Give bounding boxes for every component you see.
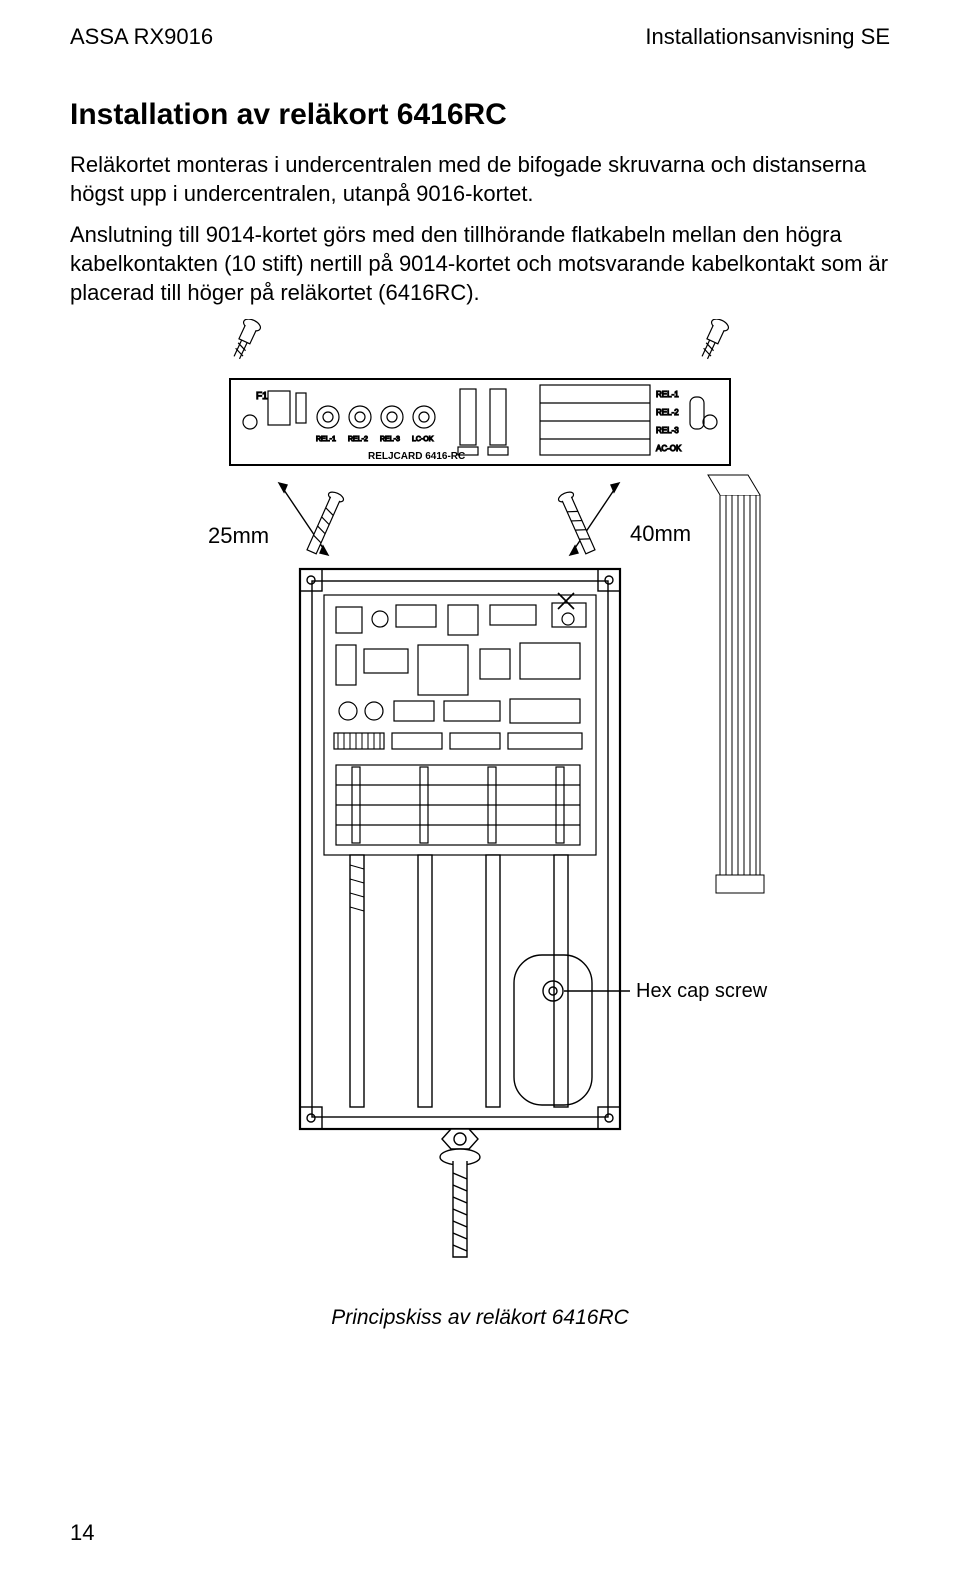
paragraph-1: Reläkortet monteras i undercentralen med…	[70, 150, 890, 208]
paragraph-2: Anslutning till 9014-kortet görs med den…	[70, 220, 890, 307]
relay-card-diagram: F1 REL-1 REL-2 REL-3 LC-OK	[160, 319, 800, 1284]
svg-text:REL-3: REL-3	[380, 436, 400, 443]
figure-caption: Principskiss av reläkort 6416RC	[331, 1306, 629, 1330]
svg-text:REL-2: REL-2	[348, 436, 368, 443]
figure-container: F1 REL-1 REL-2 REL-3 LC-OK	[70, 319, 890, 1330]
relay-label-4: AC-OK	[656, 444, 682, 453]
dimension-right-label: 40mm	[630, 521, 691, 546]
header-right: Installationsanvisning SE	[645, 24, 890, 50]
relay-label-1: REL-1	[656, 390, 679, 399]
relay-label-2: REL-2	[656, 408, 679, 417]
section-title: Installation av reläkort 6416RC	[70, 98, 890, 132]
hex-screw-callout: Hex cap screw	[636, 980, 768, 1002]
header-left: ASSA RX9016	[70, 24, 213, 50]
svg-text:REL-1: REL-1	[316, 436, 336, 443]
board-silkscreen: RELJCARD 6416-RC	[368, 451, 465, 462]
dimension-left-label: 25mm	[208, 523, 269, 548]
pcb-label-f1: F1	[256, 391, 268, 402]
page: ASSA RX9016 Installationsanvisning SE In…	[0, 0, 960, 1572]
svg-text:LC-OK: LC-OK	[412, 436, 434, 443]
relay-label-3: REL-3	[656, 426, 679, 435]
page-number: 14	[70, 1520, 94, 1546]
page-header: ASSA RX9016 Installationsanvisning SE	[70, 24, 890, 50]
